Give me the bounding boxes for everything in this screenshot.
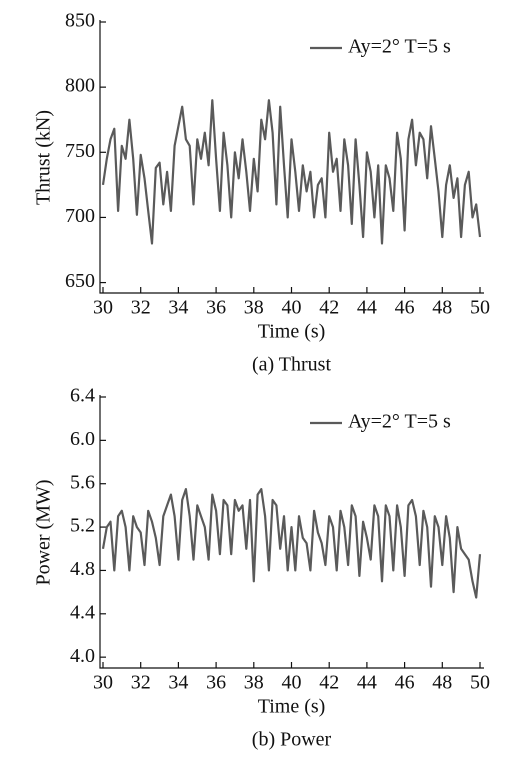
y-axis-label: Power (MW): [33, 479, 55, 585]
axes: [99, 20, 484, 294]
x-tick-label: 42: [319, 672, 339, 694]
x-tick-label: 32: [131, 297, 151, 319]
x-axis-label: Time (s): [258, 696, 326, 718]
data-line: [101, 99, 482, 245]
x-tick-label: 44: [357, 672, 377, 694]
y-tick-label: 5.2: [70, 515, 95, 537]
x-tick-label: 46: [395, 297, 415, 319]
data-line: [101, 488, 482, 599]
x-tick-label: 40: [282, 672, 302, 694]
y-axis-label: Thrust (kN): [33, 110, 55, 205]
x-tick-label: 36: [206, 297, 226, 319]
x-tick-label: 44: [357, 297, 377, 319]
axes: [99, 395, 484, 669]
x-tick-label: 50: [470, 297, 490, 319]
y-tick-label: 4.0: [70, 645, 95, 667]
legend-label: Ay=2° T=5 s: [348, 411, 451, 433]
y-tick-label: 6.0: [70, 428, 95, 450]
y-tick-label: 6.4: [70, 385, 95, 407]
x-tick-label: 34: [168, 297, 188, 319]
x-tick-label: 30: [93, 672, 113, 694]
x-tick-label: 38: [244, 297, 264, 319]
legend-label: Ay=2° T=5 s: [348, 36, 451, 58]
chart-title: (a) Thrust: [252, 354, 331, 376]
y-tick-label: 750: [65, 140, 95, 162]
x-tick-label: 30: [93, 297, 113, 319]
x-tick-label: 32: [131, 672, 151, 694]
x-tick-label: 48: [432, 672, 452, 694]
chart-title: (b) Power: [252, 729, 332, 751]
y-tick-label: 650: [65, 270, 95, 292]
x-tick-label: 38: [244, 672, 264, 694]
x-tick-label: 40: [282, 297, 302, 319]
y-tick-label: 5.6: [70, 471, 95, 493]
x-axis-label: Time (s): [258, 321, 326, 343]
x-tick-label: 36: [206, 672, 226, 694]
x-tick-label: 42: [319, 297, 339, 319]
y-tick-label: 850: [65, 10, 95, 32]
x-tick-label: 34: [168, 672, 188, 694]
y-tick-label: 700: [65, 205, 95, 227]
y-tick-label: 4.4: [70, 601, 95, 623]
x-tick-label: 50: [470, 672, 490, 694]
x-tick-label: 46: [395, 672, 415, 694]
y-tick-label: 4.8: [70, 558, 95, 580]
y-tick-label: 800: [65, 75, 95, 97]
x-tick-label: 48: [432, 297, 452, 319]
